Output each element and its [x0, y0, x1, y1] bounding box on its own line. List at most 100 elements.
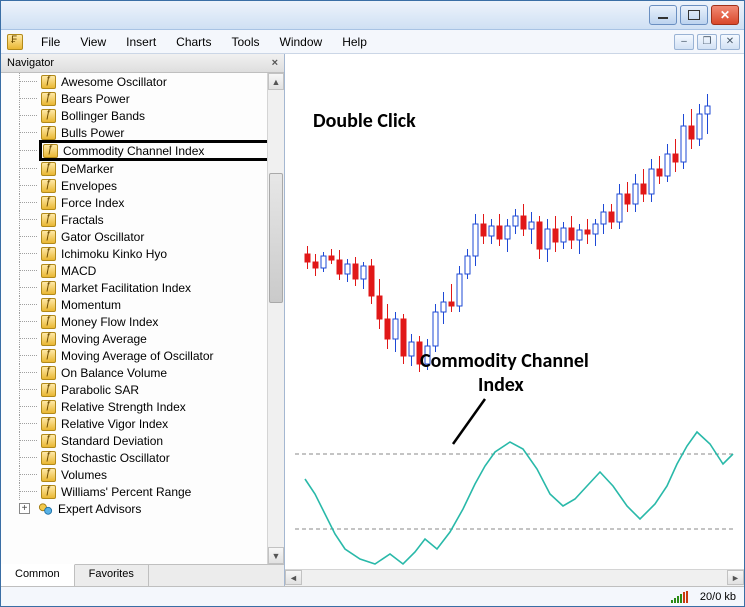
indicator-label: Williams' Percent Range [61, 485, 191, 499]
app-icon [7, 34, 23, 50]
navigator-close-button[interactable]: × [272, 57, 278, 69]
indicator-icon [41, 417, 56, 431]
scroll-thumb[interactable] [269, 173, 283, 303]
tree-item-relative-vigor-index[interactable]: Relative Vigor Index [41, 415, 284, 432]
indicator-icon [43, 144, 58, 158]
navigator-scrollbar[interactable]: ▲ ▼ [267, 73, 284, 564]
indicator-icon [41, 298, 56, 312]
tree-item-expert-advisors[interactable]: + Expert Advisors [1, 500, 284, 517]
tree-item-williams-percent-range[interactable]: Williams' Percent Range [41, 483, 284, 500]
indicator-icon [41, 468, 56, 482]
indicator-icon [41, 196, 56, 210]
indicator-label: On Balance Volume [61, 366, 167, 380]
expand-icon[interactable]: + [19, 503, 30, 514]
tree-item-standard-deviation[interactable]: Standard Deviation [41, 432, 284, 449]
tree-item-momentum[interactable]: Momentum [41, 296, 284, 313]
expert-advisors-icon [38, 502, 53, 516]
indicator-label: Moving Average of Oscillator [61, 349, 214, 363]
menu-help[interactable]: Help [332, 32, 377, 52]
mdi-controls: ‒ ❐ ✕ [674, 34, 740, 50]
indicator-icon [41, 281, 56, 295]
indicator-label: Bulls Power [61, 126, 124, 140]
menu-insert[interactable]: Insert [116, 32, 166, 52]
indicator-icon [41, 451, 56, 465]
tree-item-moving-average-of-oscillator[interactable]: Moving Average of Oscillator [41, 347, 284, 364]
indicator-icon [41, 349, 56, 363]
indicator-label: Bollinger Bands [61, 109, 145, 123]
indicator-label: Awesome Oscillator [61, 75, 167, 89]
menu-window[interactable]: Window [270, 32, 333, 52]
indicator-icon [41, 434, 56, 448]
content-area: Navigator × Awesome Oscillator Bears Powe… [1, 54, 744, 586]
status-transfer: 20/0 kb [700, 591, 736, 603]
indicator-label: Bears Power [61, 92, 130, 106]
indicator-icon [41, 162, 56, 176]
tree-item-parabolic-sar[interactable]: Parabolic SAR [41, 381, 284, 398]
window-minimize-button[interactable] [649, 5, 677, 25]
menu-tools[interactable]: Tools [222, 32, 270, 52]
tree-item-bears-power[interactable]: Bears Power [41, 90, 284, 107]
tree-item-demarker[interactable]: DeMarker [41, 160, 284, 177]
chart-canvas [285, 54, 744, 586]
indicator-label: Market Facilitation Index [61, 281, 191, 295]
indicator-label: MACD [61, 264, 96, 278]
indicator-label: Commodity Channel Index [63, 144, 204, 158]
tree-item-macd[interactable]: MACD [41, 262, 284, 279]
indicator-icon [41, 213, 56, 227]
tree-item-market-facilitation-index[interactable]: Market Facilitation Index [41, 279, 284, 296]
indicator-label: Relative Strength Index [61, 400, 186, 414]
chart-area[interactable]: Double Click Commodity Channel Index ◄ ► [285, 54, 744, 586]
chart-horizontal-scrollbar[interactable]: ◄ ► [285, 569, 744, 586]
indicator-label: Fractals [61, 213, 104, 227]
tree-item-money-flow-index[interactable]: Money Flow Index [41, 313, 284, 330]
tree-item-moving-average[interactable]: Moving Average [41, 330, 284, 347]
mdi-close-button[interactable]: ✕ [720, 34, 740, 50]
indicator-label: DeMarker [61, 162, 114, 176]
tab-favorites[interactable]: Favorites [75, 565, 149, 586]
tree-item-fractals[interactable]: Fractals [41, 211, 284, 228]
indicator-label: Gator Oscillator [61, 230, 144, 244]
scroll-left-button[interactable]: ◄ [285, 570, 302, 585]
scroll-down-button[interactable]: ▼ [268, 547, 284, 564]
app-window: ✕ FileViewInsertChartsToolsWindowHelp ‒ … [0, 0, 745, 607]
mdi-restore-button[interactable]: ❐ [697, 34, 717, 50]
indicator-icon [41, 247, 56, 261]
indicator-label: Volumes [61, 468, 107, 482]
indicator-icon [41, 230, 56, 244]
tree-item-volumes[interactable]: Volumes [41, 466, 284, 483]
navigator-title-bar: Navigator × [1, 54, 284, 73]
titlebar: ✕ [1, 1, 744, 30]
window-close-button[interactable]: ✕ [711, 5, 739, 25]
menu-view[interactable]: View [70, 32, 116, 52]
tree-item-force-index[interactable]: Force Index [41, 194, 284, 211]
navigator-title: Navigator [7, 57, 54, 69]
tree-item-awesome-oscillator[interactable]: Awesome Oscillator [41, 73, 284, 90]
expert-advisors-label: Expert Advisors [58, 502, 141, 516]
annotation-cci-label: Commodity Channel Index [420, 349, 589, 397]
scroll-right-button[interactable]: ► [727, 570, 744, 585]
tree-item-envelopes[interactable]: Envelopes [41, 177, 284, 194]
tree-item-gator-oscillator[interactable]: Gator Oscillator [41, 228, 284, 245]
scroll-up-button[interactable]: ▲ [268, 73, 284, 90]
indicator-icon [41, 264, 56, 278]
tree-item-bollinger-bands[interactable]: Bollinger Bands [41, 107, 284, 124]
indicator-icon [41, 92, 56, 106]
mdi-minimize-button[interactable]: ‒ [674, 34, 694, 50]
menu-file[interactable]: File [31, 32, 70, 52]
navigator-panel: Navigator × Awesome Oscillator Bears Powe… [1, 54, 285, 586]
tree-item-ichimoku-kinko-hyo[interactable]: Ichimoku Kinko Hyo [41, 245, 284, 262]
tree-item-bulls-power[interactable]: Bulls Power [41, 124, 284, 141]
tree-item-stochastic-oscillator[interactable]: Stochastic Oscillator [41, 449, 284, 466]
tree-item-on-balance-volume[interactable]: On Balance Volume [41, 364, 284, 381]
indicator-icon [41, 75, 56, 89]
indicator-icon [41, 400, 56, 414]
indicator-icon [41, 485, 56, 499]
tree-item-commodity-channel-index[interactable]: Commodity Channel Index [41, 142, 284, 159]
window-maximize-button[interactable] [680, 5, 708, 25]
indicator-icon [41, 109, 56, 123]
statusbar: 20/0 kb [1, 586, 744, 606]
tab-common[interactable]: Common [1, 564, 75, 586]
tree-item-relative-strength-index[interactable]: Relative Strength Index [41, 398, 284, 415]
menu-charts[interactable]: Charts [166, 32, 221, 52]
indicator-label: Force Index [61, 196, 124, 210]
